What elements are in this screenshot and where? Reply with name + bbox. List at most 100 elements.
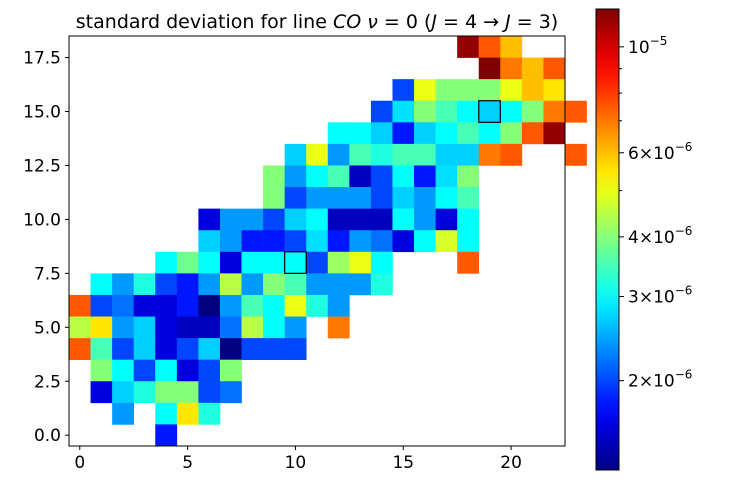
y-axis: 0.0 2.5 5.0 7.5 10.0 12.5 15.0 17.5 <box>23 49 69 446</box>
heatmap-cell <box>284 273 307 296</box>
heatmap-cell <box>349 230 372 253</box>
x-tick-label: 0 <box>74 453 85 473</box>
chart-title: standard deviation for line CO ν = 0 (J … <box>76 11 558 33</box>
heatmap-cell <box>241 294 264 317</box>
heatmap-cell <box>327 165 350 188</box>
heatmap-cell <box>155 251 178 274</box>
heatmap-cell <box>306 251 329 274</box>
heatmap-cell <box>457 100 480 123</box>
heatmap-cell <box>500 100 523 123</box>
heatmap-cell <box>263 187 285 209</box>
heatmap-cell <box>219 338 242 360</box>
heatmap-cell <box>521 79 544 102</box>
heatmap-cell <box>435 208 458 231</box>
heatmap-cell <box>370 100 393 123</box>
heatmap-cell <box>370 143 393 166</box>
heatmap-cell <box>435 165 458 188</box>
heatmap-cell <box>284 338 307 360</box>
heatmap-cell <box>327 122 350 145</box>
heatmap-cell <box>392 100 415 123</box>
heatmap-cell <box>500 143 523 166</box>
heatmap-cell <box>155 424 178 447</box>
heatmap-cell <box>219 208 242 231</box>
heatmap-cell <box>155 381 178 404</box>
heatmap-cell <box>176 402 199 425</box>
heatmap-cell <box>414 230 436 253</box>
heatmap-cell <box>457 230 480 253</box>
heatmap-cell <box>112 381 134 404</box>
heatmap-cell <box>112 402 134 425</box>
heatmap-cell <box>521 57 544 80</box>
heatmap-cell <box>457 79 480 102</box>
heatmap-cell <box>263 230 285 253</box>
heatmap-cell <box>69 294 91 317</box>
heatmap-cell <box>478 100 501 123</box>
heatmap-cell <box>112 338 134 360</box>
heatmap-cell <box>176 294 199 317</box>
colorbar-ticks: 10−5 6×10−6 4×10−6 3×10−6 2×10−6 <box>619 34 692 392</box>
heatmap-cell <box>478 79 501 102</box>
heatmap-cell <box>219 359 242 382</box>
heatmap-cell <box>414 100 436 123</box>
heatmap-cell <box>198 251 221 274</box>
heatmap-cell <box>457 208 480 231</box>
heatmap-cell <box>370 230 393 253</box>
heatmap-cell <box>392 165 415 188</box>
heatmap-cell <box>176 273 199 296</box>
heatmap-cell <box>435 230 458 253</box>
heatmap-cell <box>219 381 242 404</box>
heatmap-cell <box>478 57 501 80</box>
heatmap-cell <box>69 316 91 339</box>
heatmap-cell <box>284 187 307 209</box>
heatmap-cell <box>284 208 307 231</box>
heatmap-cell <box>392 208 415 231</box>
heatmap-cell <box>176 381 199 404</box>
heatmap-cell <box>263 338 285 360</box>
heatmap-cell <box>90 273 113 296</box>
heatmap-cell <box>284 230 307 253</box>
y-tick-label: 12.5 <box>23 156 61 176</box>
heatmap-cell <box>478 143 501 166</box>
heatmap-cell <box>457 143 480 166</box>
heatmap-cell <box>155 359 178 382</box>
x-tick-label: 10 <box>285 453 307 473</box>
heatmap-cell <box>435 122 458 145</box>
heatmap-cell <box>478 36 501 58</box>
highlighted-cells <box>284 100 501 274</box>
heatmap-cell <box>198 208 221 231</box>
colorbar-tick-label: 6×10−6 <box>628 140 692 164</box>
heatmap-cell <box>327 187 350 209</box>
heatmap-cell <box>543 57 566 80</box>
y-tick-label: 7.5 <box>34 264 61 284</box>
y-tick-label: 17.5 <box>23 49 61 69</box>
heatmap-cell <box>306 187 329 209</box>
heatmap-cell <box>263 294 285 317</box>
heatmap-cell <box>543 100 566 123</box>
heatmap-cell <box>349 251 372 274</box>
heatmap-cell <box>198 294 221 317</box>
heatmap-cell <box>327 208 350 231</box>
heatmap-cell <box>176 359 199 382</box>
heatmap-cell <box>241 338 264 360</box>
highlighted-cell <box>478 100 501 123</box>
heatmap-cell <box>155 338 178 360</box>
heatmap-cell <box>306 273 329 296</box>
heatmap-cell <box>392 230 415 253</box>
heatmap-cell <box>284 143 307 166</box>
heatmap-cell <box>349 187 372 209</box>
heatmap-cell <box>500 79 523 102</box>
heatmap-cell <box>284 316 307 339</box>
heatmap-cell <box>90 294 113 317</box>
heatmap-cell <box>327 230 350 253</box>
x-tick-label: 15 <box>392 453 414 473</box>
heatmap-cell <box>198 338 221 360</box>
heatmap-cell <box>327 316 350 339</box>
heatmap-cell <box>133 338 156 360</box>
heatmap-cell <box>457 122 480 145</box>
heatmap-cell <box>219 230 242 253</box>
heatmap-cell <box>500 36 523 58</box>
heatmap-cell <box>284 165 307 188</box>
heatmap-cell <box>198 316 221 339</box>
heatmap-cell <box>500 122 523 145</box>
